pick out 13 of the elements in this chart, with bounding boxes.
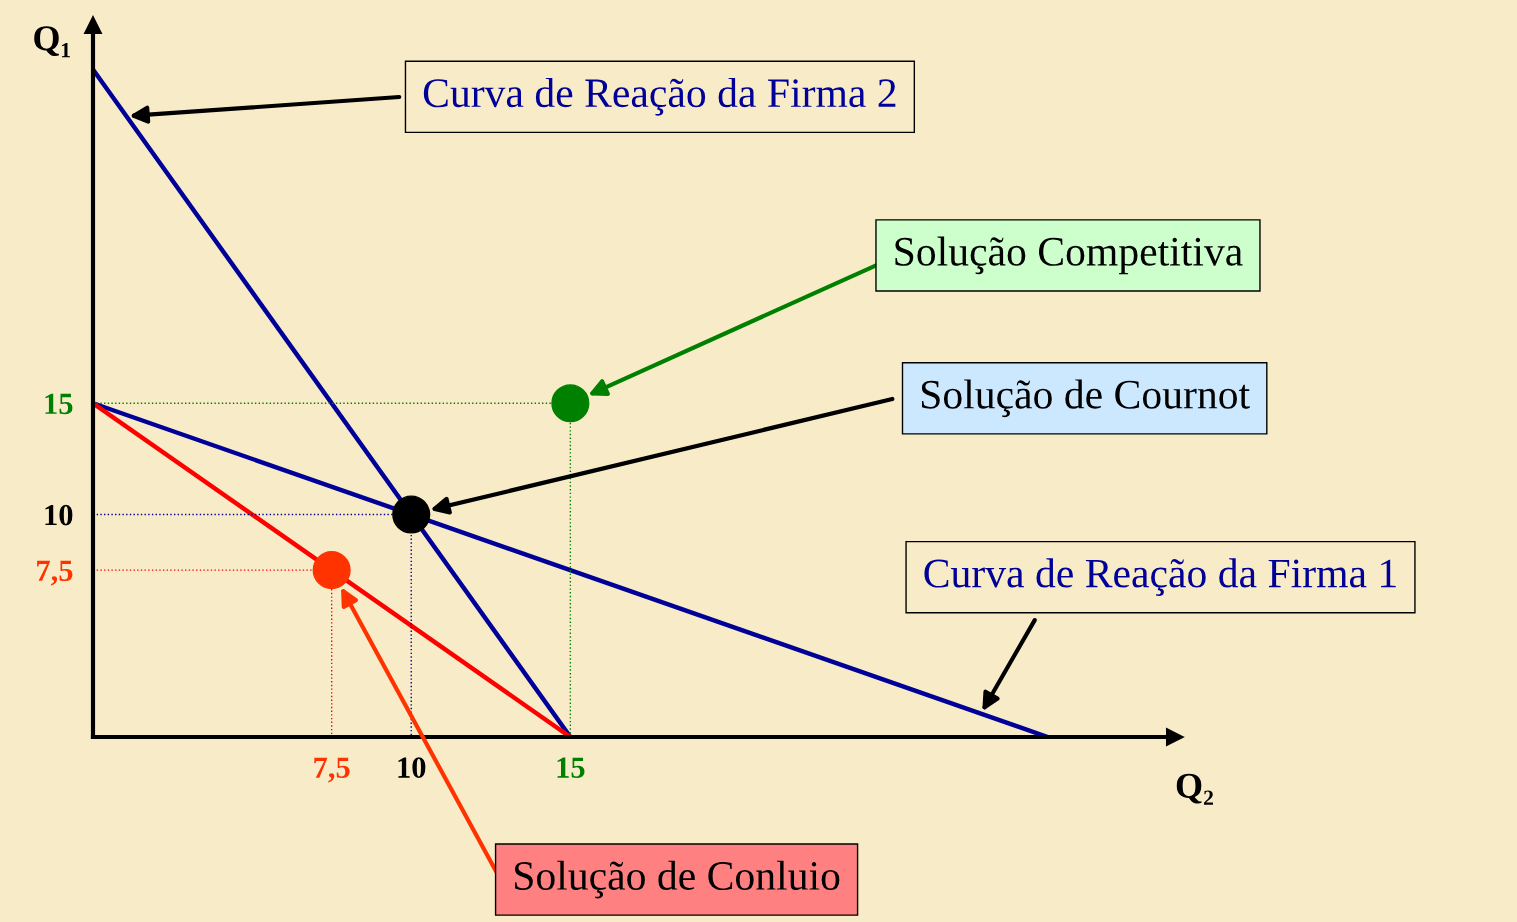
y-tick-label: 7,5 bbox=[37, 560, 73, 586]
y-tick-label: 10 bbox=[45, 504, 73, 526]
annotation: Solução Competitiva bbox=[895, 236, 1243, 275]
annotation: Curva de Reação da Firma 2 bbox=[423, 77, 896, 116]
y-tick-label: 15 bbox=[45, 393, 73, 415]
x-tick-label: 10 bbox=[398, 757, 426, 778]
x-tick-label: 15 bbox=[557, 757, 585, 778]
annotation: Curva de Reação da Firma 1 bbox=[924, 558, 1396, 597]
y-axis-title: Q₁ bbox=[34, 26, 70, 58]
text: Solução de Conluio bbox=[515, 860, 840, 899]
annotation: Solução de Cournot bbox=[921, 379, 1250, 418]
x-axis-title: Q₂ bbox=[1176, 773, 1213, 805]
x-tick-label: 7,5 bbox=[314, 757, 350, 783]
